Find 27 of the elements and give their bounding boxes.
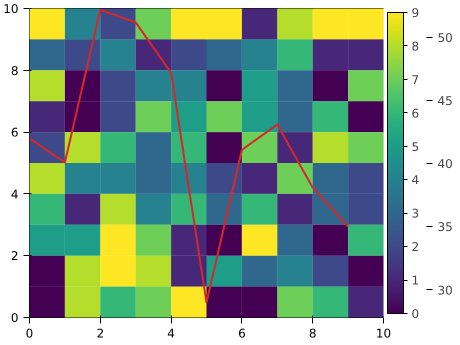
x-tick-label: 4	[167, 326, 175, 340]
y2-tick-label: 40	[438, 157, 453, 172]
color-bar-label: 6	[412, 106, 420, 120]
color-bar-label: 3	[412, 206, 420, 221]
y-tick-label: 4	[10, 187, 19, 202]
color-bar-label: 1	[412, 274, 420, 288]
color-bar-label: 9	[412, 6, 420, 20]
color-bar-label: 8	[412, 39, 420, 54]
y2-tick-label: 35	[438, 220, 453, 234]
y-tick-label: 10	[3, 2, 19, 16]
y-tick-label: 6	[10, 126, 19, 140]
color-bar-label: 4	[412, 173, 420, 188]
x-tick-label: 10	[376, 326, 392, 340]
color-bar-label: 0	[412, 307, 420, 321]
color-bar-label: 7	[412, 72, 420, 87]
y-tick-label: 0	[10, 311, 19, 325]
y-tick-label: 8	[10, 64, 19, 78]
x-tick-label: 0	[26, 326, 34, 340]
y2-tick-label: 45	[438, 94, 453, 108]
x-tick-label: 6	[238, 326, 246, 340]
y2-tick-label: 30	[438, 283, 453, 298]
y-tick-label: 2	[10, 249, 19, 264]
x-tick-label: 8	[308, 326, 317, 340]
color-bar-label: 2	[412, 240, 420, 254]
x-tick-label: 2	[96, 326, 104, 340]
y2-tick-label: 50	[438, 31, 453, 46]
color-bar-label: 5	[412, 140, 420, 154]
